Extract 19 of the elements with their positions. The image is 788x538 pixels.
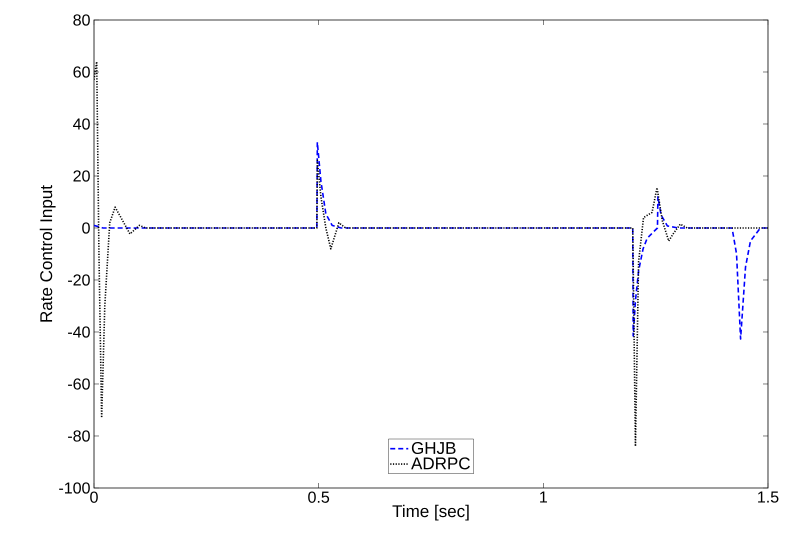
y-tick-label: 60 [73, 66, 90, 78]
line-series [94, 141, 768, 340]
y-tick-label: -20 [68, 274, 90, 286]
x-axis-title: Time [sec] [392, 504, 469, 521]
x-tick-label: 1.5 [758, 492, 778, 503]
y-tick-label: 0 [82, 222, 90, 234]
x-tick-label: 1 [540, 492, 547, 503]
legend-label: GHJB [412, 442, 456, 454]
y-tick-label: -80 [68, 430, 90, 442]
y-tick-label: 20 [73, 170, 90, 182]
y-tick-label: -40 [68, 326, 90, 338]
x-tick-label: 0 [90, 492, 98, 503]
x-tick-label: 0.5 [308, 492, 330, 503]
y-tick-label: 40 [73, 118, 90, 130]
y-tick-label: 80 [73, 14, 90, 26]
legend-label: ADRPC [411, 457, 470, 470]
y-axis-title: Rate Control Input [40, 185, 56, 322]
y-tick-label: -60 [68, 378, 90, 390]
y-tick-label: -100 [59, 482, 90, 494]
